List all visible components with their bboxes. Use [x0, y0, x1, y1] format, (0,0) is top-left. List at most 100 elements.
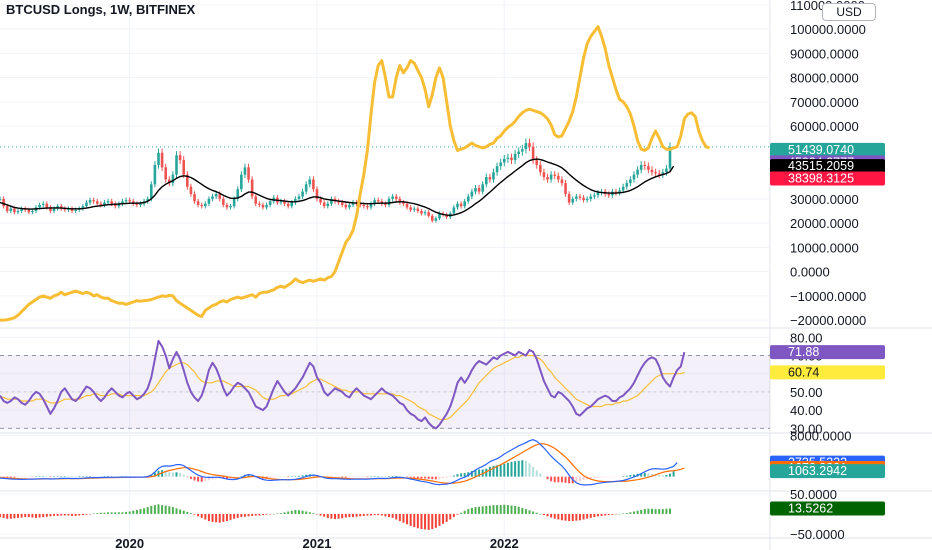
momentum-bar: [128, 511, 131, 514]
momentum-bar: [204, 513, 207, 520]
candle-body: [16, 211, 20, 213]
momentum-bar: [395, 513, 398, 520]
histogram-bar: [596, 476, 599, 478]
candle-body: [13, 208, 16, 213]
histogram-bar: [193, 476, 196, 481]
histogram-bar: [614, 476, 617, 478]
histogram-bar: [71, 476, 74, 478]
candle-body: [466, 196, 470, 202]
candle-body: [492, 172, 495, 180]
momentum-bar: [236, 513, 239, 518]
histogram-bar: [658, 475, 661, 477]
candle-body: [330, 198, 333, 204]
candle-body: [200, 204, 204, 207]
histogram-bar: [171, 472, 174, 477]
candles: [0, 138, 672, 223]
momentum-bar: [135, 509, 138, 514]
histogram-bar: [420, 476, 423, 479]
price-pane: [0, 25, 770, 322]
momentum-bar: [355, 513, 358, 517]
candle-body: [254, 196, 258, 204]
momentum-bar: [391, 513, 394, 518]
candle-body: [294, 198, 297, 203]
candle-body: [499, 162, 502, 167]
price-axis: 110000.0000100000.000090000.000080000.00…: [770, 0, 885, 542]
price-label-badge: [770, 345, 885, 360]
histogram-bar: [402, 476, 405, 477]
candle-body: [304, 184, 308, 192]
candle-body: [240, 174, 243, 190]
histogram-bar: [521, 460, 524, 477]
histogram-bar: [384, 476, 387, 478]
momentum-bar: [207, 513, 210, 522]
histogram-bar: [669, 473, 671, 477]
candle-body: [643, 164, 647, 167]
momentum-bar: [373, 513, 376, 516]
histogram-bar: [348, 476, 351, 478]
histogram-bar: [182, 474, 185, 477]
histogram-bar: [474, 469, 477, 477]
candle-body: [232, 198, 236, 207]
histogram-bar: [114, 476, 117, 477]
candle-body: [481, 184, 484, 192]
momentum-bar: [398, 513, 401, 522]
momentum-bar: [564, 513, 567, 521]
histogram-bar: [409, 476, 412, 478]
momentum-bar: [254, 513, 257, 516]
momentum-bar: [315, 513, 318, 515]
histogram-bar: [35, 476, 38, 478]
candle-body: [362, 204, 366, 207]
momentum-bar: [290, 510, 293, 514]
momentum-bar: [153, 505, 156, 514]
momentum-bar: [510, 505, 513, 514]
histogram-bar: [20, 476, 23, 478]
momentum-bar: [186, 511, 189, 514]
histogram-bar: [297, 475, 300, 477]
histogram-bar: [622, 476, 625, 477]
momentum-bar: [132, 510, 135, 514]
rsi-ma-line: [0, 354, 685, 420]
currency-button[interactable]: USD: [822, 3, 876, 21]
candle-body: [20, 208, 23, 212]
histogram-bar: [460, 473, 463, 477]
momentum-bar: [85, 513, 88, 515]
candle-body: [412, 208, 416, 210]
momentum-bar: [348, 513, 351, 518]
candle-body: [196, 201, 200, 205]
momentum-bar: [6, 513, 9, 519]
histogram-bar: [593, 476, 596, 479]
histogram-bar: [524, 460, 527, 477]
histogram-bar: [6, 476, 9, 478]
momentum-bar: [460, 512, 463, 514]
candle-body: [121, 201, 124, 204]
momentum-bar: [326, 513, 329, 518]
momentum-bar: [546, 513, 549, 517]
momentum-bar: [557, 513, 560, 520]
histogram-bar: [175, 472, 178, 477]
histogram-bar: [78, 476, 81, 477]
price-label-text: 43515.2059: [788, 159, 854, 173]
price-label-badge: [770, 365, 885, 380]
candle-body: [373, 200, 376, 204]
momentum-bar: [125, 511, 128, 514]
candle-body: [193, 194, 196, 202]
histogram-bar: [341, 476, 344, 478]
momentum-bar: [189, 513, 192, 514]
candle-body: [175, 155, 178, 175]
candle-body: [265, 204, 268, 208]
candle-body: [301, 191, 304, 197]
candle-body: [92, 200, 95, 202]
candle-body: [546, 177, 549, 180]
momentum-bar: [604, 513, 607, 516]
histogram-bar: [301, 475, 304, 477]
x-tick-label: 2022: [490, 536, 519, 550]
y-tick-label: 10000.0000: [790, 240, 859, 255]
momentum-bar: [560, 513, 563, 521]
candle-body: [337, 201, 340, 203]
histogram-bar: [42, 476, 45, 477]
histogram-bar: [589, 476, 592, 479]
candle-body: [409, 207, 412, 210]
histogram-bar: [449, 476, 452, 478]
histogram-bar: [110, 476, 113, 477]
